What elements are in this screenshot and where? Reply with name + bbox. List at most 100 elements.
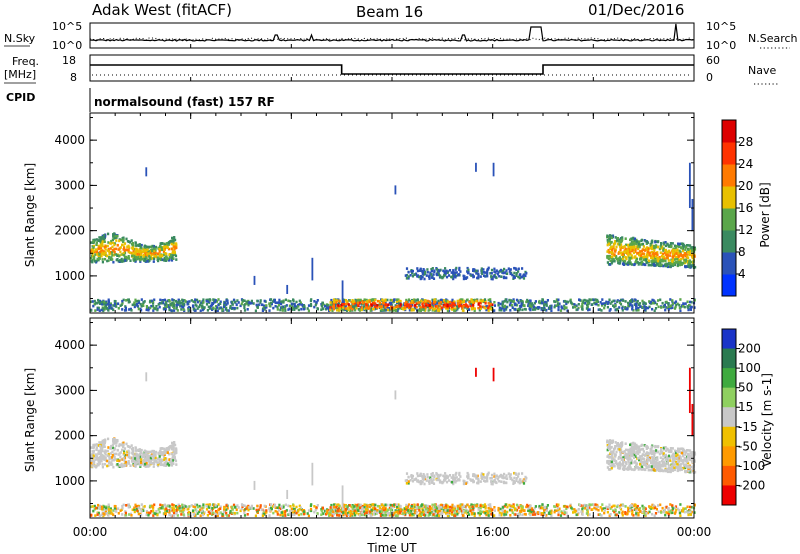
velocity-echo-cell xyxy=(609,513,612,516)
velocity-echo-cell xyxy=(128,456,132,459)
velocity-echo-cell xyxy=(124,510,127,513)
velocity-echo-cell xyxy=(655,457,658,460)
power-echo-cell xyxy=(288,304,291,308)
velocity-echo-cell xyxy=(644,444,647,448)
velocity-echo-cell xyxy=(172,462,175,465)
power-echo-cell xyxy=(145,167,148,177)
velocity-echo-cell xyxy=(650,451,654,454)
velocity-echo-cell xyxy=(660,451,663,455)
power-echo-cell xyxy=(656,259,660,263)
velocity-echo-cell xyxy=(98,451,101,454)
velocity-echo-cell xyxy=(684,466,687,470)
velocity-echo-cell xyxy=(263,509,266,513)
velocity-echo-cell xyxy=(638,463,642,466)
power-echo-cell xyxy=(676,260,680,264)
velocity-echo-cell xyxy=(621,467,625,470)
velocity-echo-cell xyxy=(667,508,670,512)
power-echo-cell xyxy=(168,259,171,262)
velocity-echo-cell xyxy=(172,445,175,448)
power-echo-cell xyxy=(517,301,520,304)
velocity-echo-cell xyxy=(669,470,672,474)
velocity-echo-cell xyxy=(606,444,609,447)
power-echo-cell xyxy=(693,298,696,302)
power-echo-cell xyxy=(107,298,110,302)
power-echo-cell xyxy=(431,267,434,270)
power-echo-cell xyxy=(92,240,95,243)
power-echo-cell xyxy=(436,301,439,305)
power-echo-cell xyxy=(609,263,612,266)
power-echo-cell xyxy=(153,254,156,258)
velocity-echo-cell xyxy=(170,452,173,456)
velocity-echo-cell xyxy=(629,461,632,465)
velocity-echo-cell xyxy=(632,514,635,517)
power-echo-cell xyxy=(648,300,651,303)
power-echo-cell xyxy=(652,299,655,302)
power-echo-cell xyxy=(216,306,219,309)
velocity-echo-cell xyxy=(112,509,115,512)
power-echo-cell xyxy=(529,299,532,303)
velocity-echo-cell xyxy=(632,453,636,456)
power-echo-cell xyxy=(466,270,469,273)
power-echo-cell xyxy=(459,303,462,306)
power-echo-cell xyxy=(123,253,126,257)
velocity-echo-cell xyxy=(692,467,695,471)
power-echo-cell xyxy=(99,239,102,243)
power-echo-cell xyxy=(332,305,335,308)
velocity-echo-cell xyxy=(682,447,685,451)
velocity-echo-cell xyxy=(609,507,612,510)
power-echo-cell xyxy=(644,263,647,267)
power-echo-cell xyxy=(358,298,361,302)
velocity-echo-cell xyxy=(295,505,298,509)
velocity-echo-cell xyxy=(620,457,623,460)
velocity-echo-cell xyxy=(644,507,647,510)
power-echo-cell xyxy=(293,308,296,311)
power-echo-cell xyxy=(186,302,189,306)
power-echo-cell xyxy=(683,305,686,309)
power-echo-cell xyxy=(667,303,670,307)
power-echo-cell xyxy=(117,302,120,305)
power-echo-cell xyxy=(175,304,178,307)
power-echo-cell xyxy=(629,303,632,307)
power-echo-cell xyxy=(162,250,166,253)
power-echo-cell xyxy=(102,240,105,244)
power-echo-cell xyxy=(509,301,512,305)
power-echo-cell xyxy=(121,301,124,305)
velocity-echo-cell xyxy=(186,507,189,511)
power-echo-cell xyxy=(373,305,376,308)
power-echo-cell xyxy=(548,306,551,309)
power-echo-cell xyxy=(650,240,653,244)
velocity-echo-cell xyxy=(128,513,131,516)
velocity-echo-cell xyxy=(560,510,563,513)
power-echo-cell xyxy=(658,256,661,259)
power-echo-cell xyxy=(566,300,569,304)
power-echo-cell xyxy=(193,300,197,304)
power-echo-cell xyxy=(188,300,191,303)
power-echo-cell xyxy=(612,243,616,246)
power-echo-cell xyxy=(676,263,679,267)
velocity-echo-cell xyxy=(643,510,646,513)
power-echo-cell xyxy=(243,309,247,312)
velocity-echo-cell xyxy=(123,455,126,458)
power-echo-cell xyxy=(297,305,300,308)
power-echo-cell xyxy=(433,298,436,301)
velocity-echo-cell xyxy=(160,461,163,464)
freq-tick-bottom: 8 xyxy=(70,71,77,84)
velocity-echo-cell xyxy=(99,444,102,448)
velocity-echo-cell xyxy=(116,439,119,443)
power-echo-cell xyxy=(136,304,139,308)
velocity-echo-cell xyxy=(661,450,664,454)
power-echo-cell xyxy=(129,241,132,244)
power-echo-cell xyxy=(504,298,507,301)
power-echo-cell xyxy=(516,308,519,312)
velocity-echo-cell xyxy=(123,456,127,460)
velocity-echo-cell xyxy=(360,507,363,511)
power-echo-cell xyxy=(421,275,424,278)
power-echo-cell xyxy=(351,307,354,311)
velocity-echo-cell xyxy=(679,447,682,451)
velocity-echo-cell xyxy=(256,504,259,508)
velocity-echo-cell xyxy=(300,512,303,516)
velocity-echo-cell xyxy=(244,508,247,511)
velocity-echo-cell xyxy=(107,464,110,467)
power-echo-cell xyxy=(249,302,252,305)
